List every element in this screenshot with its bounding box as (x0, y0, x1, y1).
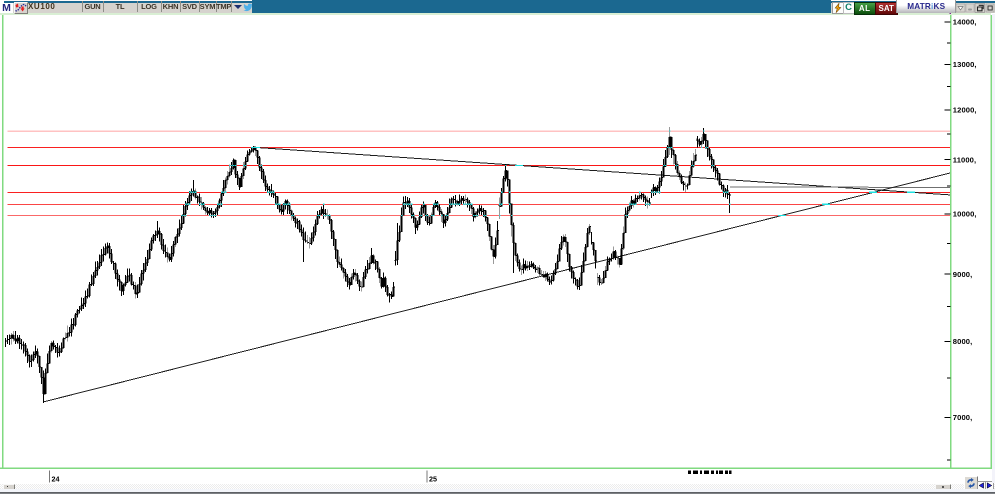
svg-text:14000,: 14000, (953, 18, 977, 27)
svg-text:11000,: 11000, (953, 155, 976, 164)
svg-text:8000,: 8000, (953, 337, 973, 346)
svg-text:13000,: 13000, (953, 60, 977, 69)
svg-text:12000,: 12000, (953, 106, 977, 115)
svg-text:10000,: 10000, (953, 210, 977, 219)
svg-text:7000,: 7000, (953, 413, 973, 422)
svg-text:24: 24 (52, 475, 60, 484)
svg-text:9000,: 9000, (953, 270, 973, 279)
svg-text:25: 25 (429, 475, 437, 484)
